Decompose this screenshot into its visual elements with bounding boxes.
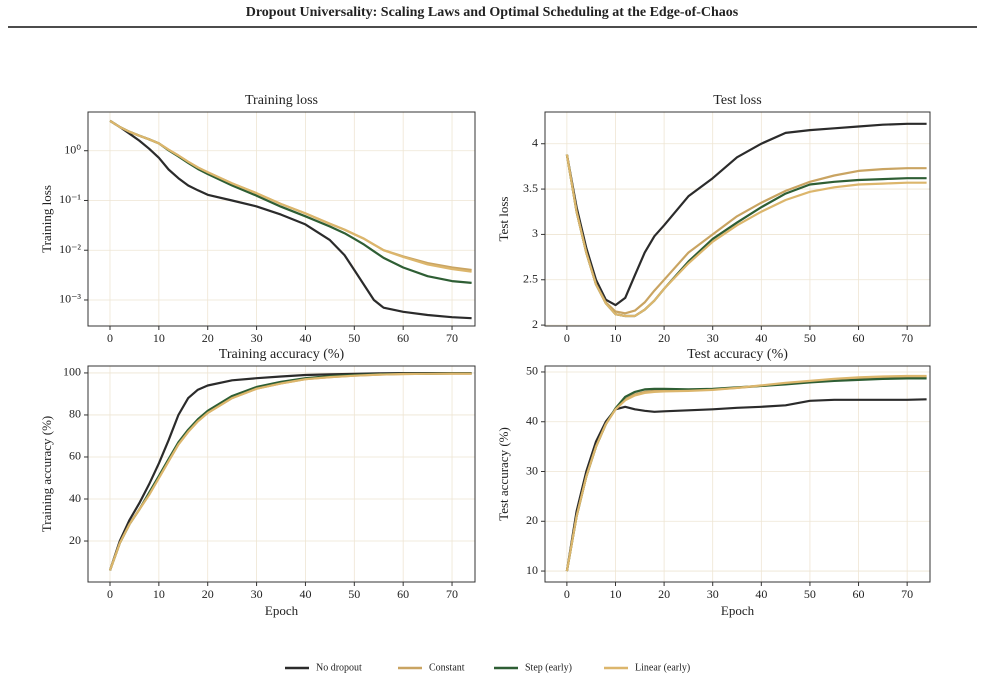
y-tick-label: 2 <box>532 317 538 331</box>
x-tick-label: 70 <box>446 587 458 601</box>
x-tick-label: 20 <box>658 331 670 345</box>
series-line <box>109 119 472 284</box>
series-line <box>109 119 472 272</box>
x-tick-label: 50 <box>348 587 360 601</box>
y-tick-label: 20 <box>526 513 538 527</box>
y-axis-label: Training accuracy (%) <box>39 416 54 532</box>
x-tick-label: 0 <box>564 331 570 345</box>
legend-label: No dropout <box>316 662 362 673</box>
y-axis-label: Test accuracy (%) <box>496 427 511 521</box>
x-tick-label: 20 <box>202 331 214 345</box>
y-tick-label: 4 <box>532 135 538 149</box>
y-tick-label: 10⁰ <box>64 142 81 156</box>
x-tick-label: 30 <box>707 331 719 345</box>
x-tick-label: 50 <box>804 331 816 345</box>
x-tick-label: 30 <box>251 331 263 345</box>
x-axis-label: Epoch <box>721 603 755 618</box>
y-tick-label: 100 <box>63 365 81 379</box>
x-tick-label: 40 <box>299 587 311 601</box>
series-line <box>108 372 472 571</box>
x-tick-label: 60 <box>853 587 865 601</box>
y-tick-label: 40 <box>526 413 538 427</box>
panel-title: Test loss <box>713 93 761 108</box>
y-tick-label: 80 <box>69 407 81 421</box>
x-tick-label: 10 <box>609 331 621 345</box>
x-tick-label: 10 <box>153 587 165 601</box>
y-axis-label: Training loss <box>39 185 54 253</box>
x-tick-label: 60 <box>397 587 409 601</box>
x-tick-label: 30 <box>707 587 719 601</box>
x-tick-label: 60 <box>397 331 409 345</box>
y-tick-label: 3.5 <box>523 181 538 195</box>
x-tick-label: 30 <box>251 587 263 601</box>
y-tick-label: 2.5 <box>523 272 538 286</box>
x-tick-label: 70 <box>446 331 458 345</box>
series-line <box>565 122 927 307</box>
y-tick-label: 10⁻³ <box>59 292 81 306</box>
y-tick-label: 10⁻² <box>59 242 81 256</box>
series-line <box>109 119 472 273</box>
plot-frame <box>544 111 931 327</box>
y-tick-label: 3 <box>532 226 538 240</box>
series-line <box>565 154 927 318</box>
series-line <box>565 375 927 572</box>
x-tick-label: 0 <box>107 331 113 345</box>
y-tick-label: 10⁻¹ <box>59 192 81 206</box>
page-title: Dropout Universality: Scaling Laws and O… <box>246 5 739 20</box>
y-tick-label: 10 <box>526 563 538 577</box>
panel-title: Training accuracy (%) <box>219 347 345 362</box>
series-line <box>565 154 927 318</box>
x-tick-label: 0 <box>564 587 570 601</box>
x-tick-label: 50 <box>348 331 360 345</box>
y-tick-label: 40 <box>69 491 81 505</box>
x-tick-label: 20 <box>658 587 670 601</box>
plot-frame <box>87 111 476 327</box>
x-tick-label: 10 <box>609 587 621 601</box>
x-tick-label: 40 <box>299 331 311 345</box>
series-line <box>565 398 927 572</box>
panel-title: Test accuracy (%) <box>687 347 788 362</box>
legend-label: Linear (early) <box>635 662 690 673</box>
x-tick-label: 40 <box>755 331 767 345</box>
x-tick-label: 60 <box>853 331 865 345</box>
x-tick-label: 70 <box>901 331 913 345</box>
series-line <box>109 119 472 320</box>
x-tick-label: 0 <box>107 587 113 601</box>
x-axis-label: Epoch <box>265 603 299 618</box>
legend-label: Constant <box>429 662 465 673</box>
x-tick-label: 10 <box>153 331 165 345</box>
y-tick-label: 60 <box>69 449 81 463</box>
series-line <box>565 374 927 572</box>
legend-label: Step (early) <box>525 662 572 673</box>
x-tick-label: 70 <box>901 587 913 601</box>
y-tick-label: 30 <box>526 463 538 477</box>
x-tick-label: 20 <box>202 587 214 601</box>
plot-frame <box>544 365 931 583</box>
plot-frame <box>87 365 476 583</box>
y-tick-label: 20 <box>69 533 81 547</box>
y-axis-label: Test loss <box>496 197 511 242</box>
y-tick-label: 50 <box>526 364 538 378</box>
x-tick-label: 40 <box>755 587 767 601</box>
x-tick-label: 50 <box>804 587 816 601</box>
panel-title: Training loss <box>245 93 318 108</box>
